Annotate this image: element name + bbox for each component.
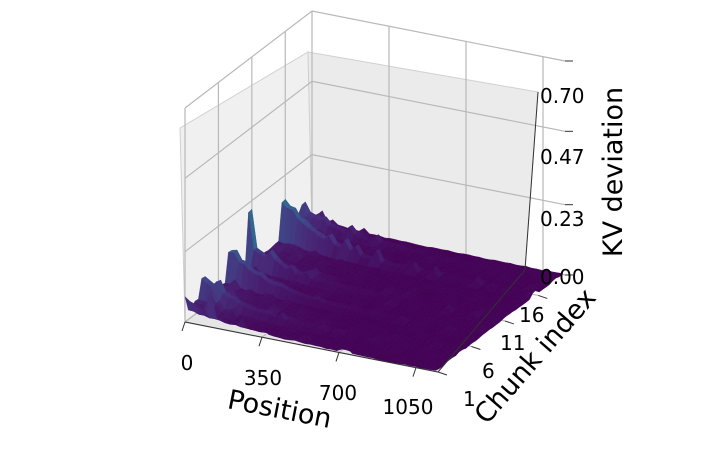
y-tick-mark (504, 320, 515, 325)
z-tick-label-0: 0.00 (540, 265, 585, 289)
y-axis-line (437, 269, 526, 373)
x-axis-label: Position (225, 384, 334, 434)
x-tick-label-3: 1050 (383, 395, 434, 419)
surface-plot (184, 198, 564, 371)
x-tick-mark (412, 367, 417, 377)
y-tick-label-1: 6 (482, 359, 495, 383)
x-tick-mark (181, 321, 186, 332)
surface-facet (430, 367, 440, 371)
y-tick-label-3: 16 (519, 303, 544, 327)
x-tick-mark (335, 352, 340, 362)
y-tick-mark (471, 345, 481, 350)
x-axis-line (184, 321, 439, 373)
z-axis-line (524, 91, 539, 271)
x-tick-label-2: 700 (319, 381, 357, 405)
z-tick-label-1: 0.23 (540, 207, 585, 231)
axis-ticks (181, 60, 573, 377)
y-tick-label-0: 1 (463, 387, 476, 411)
z-tick-label-2: 0.47 (540, 145, 585, 169)
x-tick-label-1: 350 (244, 366, 282, 390)
x-tick-label-0: 0 (181, 351, 194, 375)
z-tick-label-3: 0.70 (540, 84, 585, 108)
y-tick-mark (538, 294, 548, 299)
y-tick-label-2: 11 (500, 331, 525, 355)
x-tick-mark (258, 337, 263, 347)
z-grid-line (184, 10, 566, 109)
z-grid-line (184, 154, 566, 253)
z-grid-line (184, 80, 566, 179)
y-tick-mark (437, 371, 448, 376)
z-axis-label: KV deviation (598, 87, 629, 257)
